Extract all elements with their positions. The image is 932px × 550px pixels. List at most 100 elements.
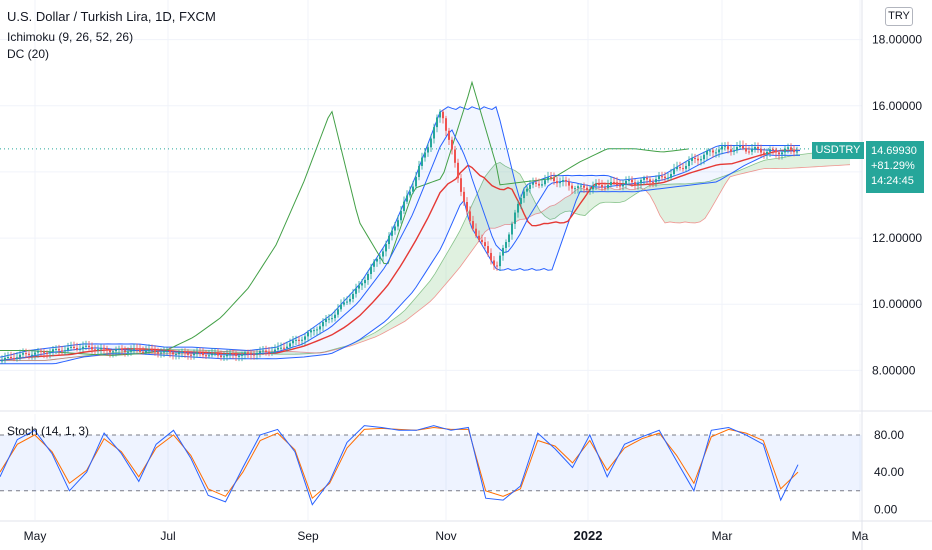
candle-body — [268, 351, 270, 354]
candle-body — [658, 176, 660, 180]
candle-body — [565, 180, 567, 182]
candle-body — [730, 149, 732, 152]
x-tick-label: Ma — [852, 529, 869, 543]
stoch-y-tick-label: 40.00 — [874, 465, 904, 479]
candle-body — [103, 347, 105, 349]
candle-body — [517, 203, 519, 213]
candle-body — [286, 346, 288, 349]
last-price-change: +81.29% — [871, 160, 915, 172]
candle-body — [73, 346, 75, 348]
candles[interactable] — [1, 109, 798, 364]
candle-body — [526, 188, 528, 192]
candle-body — [793, 149, 795, 153]
candle-body — [397, 220, 399, 227]
lagging-span-line — [0, 80, 689, 356]
candle-body — [595, 183, 597, 186]
candle-body — [46, 352, 48, 354]
candle-body — [322, 321, 324, 327]
candle-body — [121, 348, 123, 351]
candle-body — [655, 179, 657, 183]
candle-body — [493, 260, 495, 266]
candle-body — [64, 350, 66, 352]
candle-body — [310, 330, 312, 333]
candle-body — [496, 265, 498, 267]
candle-body — [193, 353, 195, 356]
candle-body — [622, 184, 624, 187]
candle-body — [340, 304, 342, 310]
candle-body — [124, 350, 126, 353]
candle-body — [163, 350, 165, 353]
candle-body — [241, 353, 243, 356]
candle-body — [40, 350, 42, 352]
candle-body — [673, 169, 675, 175]
candle-body — [739, 145, 741, 148]
stoch-k-line — [0, 425, 799, 506]
bar-countdown: 14:24:45 — [871, 175, 914, 187]
candle-body — [772, 149, 774, 151]
candle-body — [742, 145, 744, 149]
candle-body — [52, 349, 54, 352]
candle-body — [733, 150, 735, 152]
senkou-a-line — [0, 149, 851, 361]
candle-body — [478, 235, 480, 240]
candle-body — [664, 176, 666, 179]
candle-body — [676, 167, 678, 170]
candle-body — [457, 162, 459, 179]
candle-body — [442, 111, 444, 119]
candle-body — [589, 189, 591, 191]
candle-body — [220, 355, 222, 358]
candle-body — [175, 353, 177, 355]
candle-body — [778, 152, 780, 155]
candle-body — [586, 187, 588, 191]
candle-body — [277, 347, 279, 350]
candle-body — [196, 352, 198, 354]
candle-body — [505, 242, 507, 248]
stochastic-pane[interactable] — [0, 425, 862, 506]
candle-body — [133, 348, 135, 350]
ichimoku-legend[interactable]: Ichimoku (9, 26, 52, 26) — [7, 30, 134, 44]
candle-body — [403, 201, 405, 211]
candle-body — [97, 349, 99, 351]
candle-body — [370, 266, 372, 274]
currency-button[interactable]: TRY — [885, 7, 913, 26]
candle-body — [13, 358, 15, 360]
candle-body — [649, 179, 651, 183]
candle-body — [616, 182, 618, 186]
candle-body — [34, 352, 36, 355]
stoch-y-tick-label: 0.00 — [874, 502, 898, 516]
candle-body — [745, 148, 747, 152]
candle-body — [67, 347, 69, 351]
candle-body — [766, 151, 768, 155]
donchian-legend[interactable]: DC (20) — [7, 47, 50, 61]
candle-body — [307, 332, 309, 337]
candle-body — [547, 177, 549, 181]
candle-body — [694, 157, 696, 159]
candle-body — [598, 183, 600, 185]
candle-body — [412, 186, 414, 192]
chart-title[interactable]: U.S. Dollar / Turkish Lira, 1D, FXCM — [7, 9, 216, 24]
candle-body — [580, 185, 582, 187]
candle-body — [349, 298, 351, 302]
candle-body — [607, 185, 609, 189]
candle-body — [334, 314, 336, 319]
candle-body — [709, 150, 711, 152]
candle-body — [535, 182, 537, 184]
candle-body — [685, 166, 687, 169]
donchian-channel — [0, 106, 801, 365]
candle-body — [208, 355, 210, 357]
candle-body — [109, 350, 111, 353]
candle-body — [760, 148, 762, 153]
candle-body — [85, 345, 87, 347]
candle-body — [481, 239, 483, 243]
candle-body — [706, 150, 708, 155]
candle-body — [391, 230, 393, 236]
stoch-legend[interactable]: Stoch (14, 1, 3) — [7, 424, 90, 438]
candle-body — [250, 352, 252, 355]
candle-body — [715, 152, 717, 154]
candle-body — [781, 152, 783, 155]
candle-body — [775, 149, 777, 153]
candle-body — [199, 352, 201, 354]
candle-body — [148, 349, 150, 351]
